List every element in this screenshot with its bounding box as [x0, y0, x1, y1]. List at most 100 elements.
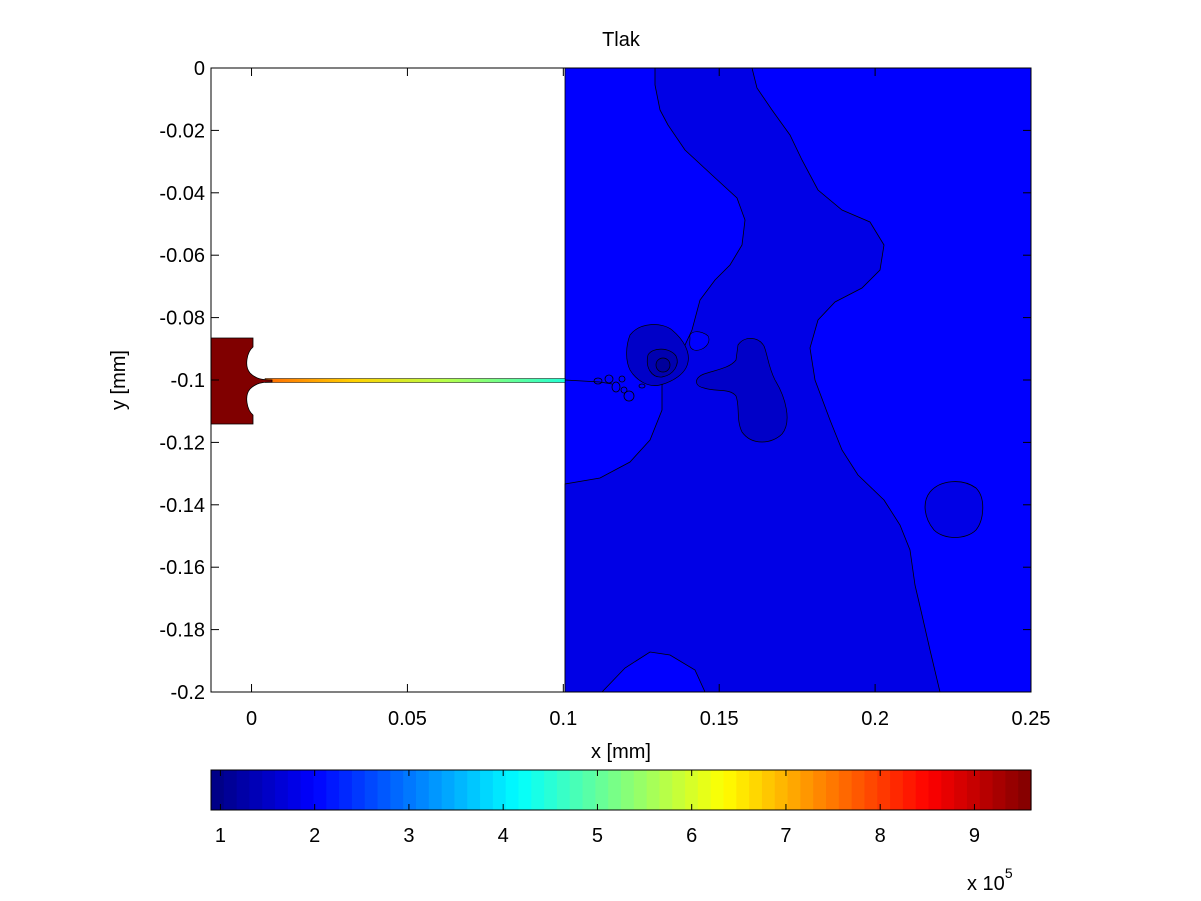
colorbar-cell — [249, 770, 263, 810]
colorbar-cell — [544, 770, 558, 810]
colorbar-cell — [403, 770, 417, 810]
colorbar-cell — [428, 770, 443, 810]
y-axis-label: y [mm] — [108, 350, 130, 410]
colorbar-cell — [441, 770, 456, 810]
y-tick-label: -0.1 — [171, 370, 205, 392]
colorbar-multiplier-exp: 5 — [1005, 865, 1013, 881]
colorbar-cell — [992, 770, 1006, 810]
colorbar-cell — [454, 770, 468, 810]
colorbar-tick-label: 4 — [498, 825, 509, 847]
colorbar-cell — [416, 770, 430, 810]
colorbar-cell — [236, 770, 251, 810]
colorbar-cell — [787, 770, 801, 810]
colorbar — [210, 769, 1032, 811]
x-axis-label: x [mm] — [591, 741, 651, 763]
colorbar-cell — [1018, 770, 1032, 810]
colorbar-cell — [685, 770, 699, 810]
colorbar-cell — [608, 770, 622, 810]
colorbar-axis: 1 2 3 4 5 6 7 8 9 — [215, 770, 980, 847]
y-tick-label: -0.02 — [159, 120, 205, 142]
x-tick-label: 0.05 — [388, 708, 427, 730]
colorbar-tick-label: 9 — [969, 825, 980, 847]
contour-island-bright — [689, 331, 710, 351]
plot-area — [211, 68, 1031, 692]
colorbar-cell — [954, 770, 968, 810]
colorbar-cell — [826, 770, 840, 810]
colorbar-tick-label: 2 — [309, 825, 320, 847]
colorbar-tick-label: 5 — [592, 825, 603, 847]
colorbar-cell — [300, 770, 315, 810]
colorbar-cell — [467, 770, 481, 810]
colorbar-cell — [275, 770, 289, 810]
colorbar-cell — [211, 770, 225, 810]
colorbar-tick-label: 6 — [686, 825, 697, 847]
x-tick-label: 0.15 — [700, 708, 739, 730]
x-axis: 0 0.05 0.1 0.15 0.2 0.25 — [246, 68, 1050, 730]
x-tick-label: 0.1 — [549, 708, 577, 730]
y-tick-label: -0.2 — [171, 682, 205, 704]
colorbar-cell — [697, 770, 712, 810]
colorbar-tick-label: 8 — [875, 825, 886, 847]
needle-channel — [264, 378, 566, 383]
y-tick-label: -0.04 — [159, 183, 205, 205]
colorbar-cell — [915, 770, 930, 810]
colorbar-cell — [518, 770, 532, 810]
colorbar-cell — [633, 770, 648, 810]
nozzle-reservoir — [211, 337, 273, 425]
colorbar-cell — [723, 770, 737, 810]
y-tick-label: -0.08 — [159, 308, 205, 330]
colorbar-multiplier-base: x 10 — [967, 873, 1005, 895]
colorbar-cell — [287, 770, 302, 810]
y-tick-label: -0.12 — [159, 432, 205, 454]
colorbar-cell — [813, 770, 827, 810]
droplet-cluster — [564, 374, 646, 402]
colorbar-cell — [582, 770, 596, 810]
colorbar-cell — [569, 770, 584, 810]
colorbar-cell — [646, 770, 661, 810]
colorbar-tick-label: 1 — [215, 825, 226, 847]
colorbar-cell — [339, 770, 353, 810]
y-tick-label: -0.16 — [159, 557, 205, 579]
colorbar-multiplier: x 105 — [967, 865, 1013, 895]
colorbar-cell — [966, 770, 981, 810]
x-tick-label: 0.2 — [861, 708, 889, 730]
x-tick-label: 0.25 — [1012, 708, 1051, 730]
colorbar-cell — [326, 770, 340, 810]
colorbar-cell — [223, 770, 238, 810]
colorbar-cell — [390, 770, 404, 810]
colorbar-cell — [364, 770, 379, 810]
colorbar-frame — [210, 769, 1032, 811]
colorbar-cell — [761, 770, 776, 810]
colorbar-cell — [749, 770, 763, 810]
colorbar-cell — [902, 770, 917, 810]
colorbar-cell — [864, 770, 878, 810]
colorbar-cell — [262, 770, 276, 810]
colorbar-cell — [480, 770, 494, 810]
colorbar-cell — [736, 770, 750, 810]
y-tick-label: 0 — [194, 58, 205, 80]
contour-low-lobe-2 — [696, 338, 788, 443]
colorbar-cell — [505, 770, 520, 810]
colorbar-tick-label: 3 — [403, 825, 414, 847]
contour-low-lobe-1-center — [655, 357, 671, 373]
colorbar-cell — [851, 770, 866, 810]
colorbar-cell — [621, 770, 635, 810]
y-tick-label: -0.06 — [159, 245, 205, 267]
colorbar-cell — [838, 770, 853, 810]
colorbar-cell — [556, 770, 571, 810]
chart-title: Tlak — [602, 29, 641, 51]
colorbar-cell — [377, 770, 391, 810]
colorbar-cell — [531, 770, 545, 810]
colorbar-cell — [595, 770, 609, 810]
colorbar-cell — [710, 770, 725, 810]
colorbar-cell — [800, 770, 814, 810]
colorbar-cell — [979, 770, 994, 810]
colorbar-cell — [877, 770, 891, 810]
colorbar-cell — [659, 770, 673, 810]
colorbar-tick-label: 7 — [780, 825, 791, 847]
colorbar-cell — [1005, 770, 1019, 810]
colorbar-cell — [928, 770, 942, 810]
colorbar-cell — [774, 770, 789, 810]
colorbar-cell — [313, 770, 327, 810]
